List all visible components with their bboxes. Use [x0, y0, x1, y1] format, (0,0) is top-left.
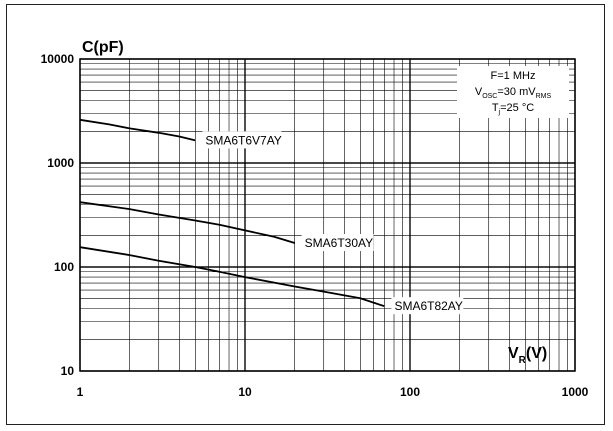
plot-border: [79, 58, 576, 372]
series-label: SMA6T82AY: [394, 299, 462, 313]
y-axis-label: C(pF): [82, 39, 124, 56]
x-tick-label: 100: [400, 385, 420, 399]
svg-text:VR(V): VR(V): [508, 345, 547, 366]
x-axis-label-main: V: [508, 345, 519, 362]
annotation-frequency: F=1 MHz: [491, 70, 536, 82]
series-line: [79, 118, 196, 142]
y-tick-label: 1000: [47, 156, 74, 170]
series-label-bg: [391, 297, 464, 315]
annotation-temperature: Tj=25 °C: [492, 102, 534, 116]
series-line: [79, 246, 385, 308]
series-label-bg: [301, 234, 374, 252]
x-axis-label-sub: R: [519, 355, 527, 366]
y-tick-label: 10000: [41, 52, 75, 66]
series-layer: SMA6T6V7AY SMA6T30AY SMA6T82AY: [79, 118, 464, 315]
conditions-annotation: F=1 MHz VOSC=30 mVRMS Tj=25 °C: [457, 66, 569, 118]
annotation-voltage: VOSC=30 mVRMS: [475, 86, 552, 100]
series-line: [79, 201, 295, 244]
x-axis-label-unit: (V): [526, 345, 547, 362]
y-tick-label: 100: [54, 260, 74, 274]
x-axis-label: VR(V): [508, 345, 547, 366]
x-tick-label: 1000: [562, 385, 589, 399]
grid-minor: [80, 59, 575, 371]
x-tick-label: 10: [238, 385, 252, 399]
series-label: SMA6T6V7AY: [205, 133, 281, 147]
series-label: SMA6T30AY: [305, 236, 373, 250]
series-label-bg: [202, 131, 282, 149]
x-tick-label: 1: [77, 385, 84, 399]
y-tick-label: 10: [61, 364, 75, 378]
